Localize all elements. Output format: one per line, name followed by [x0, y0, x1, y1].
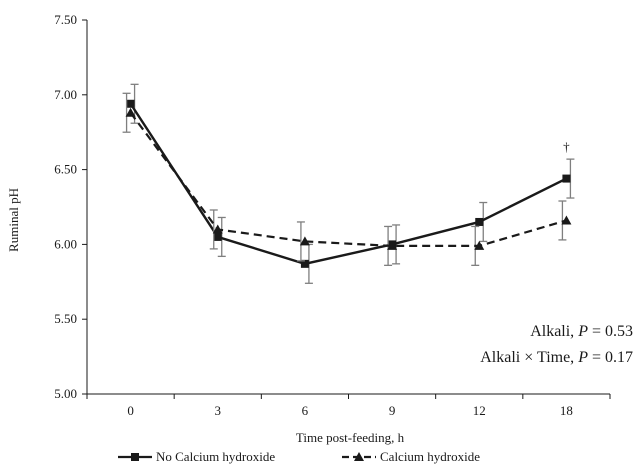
- error-bar: [122, 92, 131, 133]
- y-axis-label: Ruminal pH: [6, 188, 21, 252]
- stat-prefix: Alkali × Time,: [480, 349, 578, 366]
- x-axis-ticks: 0 3 6 9 12 18: [86, 394, 611, 418]
- stat-symbol: P: [577, 323, 588, 340]
- x-tick-label: 3: [215, 403, 222, 418]
- x-tick-label: 18: [560, 403, 573, 418]
- x-tick-label: 12: [473, 403, 486, 418]
- data-point: [299, 236, 310, 246]
- data-point: [387, 240, 398, 250]
- series-1: [126, 83, 575, 284]
- data-point: [474, 240, 485, 250]
- x-axis-label: Time post-feeding, h: [296, 430, 405, 445]
- significance-marker: †: [563, 139, 570, 154]
- data-point: [475, 217, 484, 226]
- legend-marker: [354, 452, 364, 461]
- series-line: [129, 112, 567, 247]
- y-axis-ticks: 5.00 5.50 6.00 6.50 7.00 7.50: [54, 12, 87, 401]
- y-tick-label: 5.50: [54, 311, 77, 326]
- stat-symbol: P: [577, 349, 588, 366]
- legend-label: Calcium hydroxide: [380, 449, 480, 464]
- legend: No Calcium hydroxide Calcium hydroxide: [118, 449, 480, 464]
- data-point: [213, 232, 222, 241]
- stat-value: = 0.53: [588, 323, 633, 340]
- legend-item-2: Calcium hydroxide: [342, 449, 480, 464]
- y-tick-label: 7.00: [54, 87, 77, 102]
- annotations: Alkali, P = 0.53 Alkali × Time, P = 0.17: [480, 323, 633, 366]
- error-bar: [296, 221, 305, 262]
- x-tick-label: 0: [127, 403, 134, 418]
- series-2: [122, 92, 572, 266]
- data-point: [126, 99, 135, 108]
- stat-prefix: Alkali,: [530, 323, 578, 340]
- y-tick-label: 6.00: [54, 236, 77, 251]
- legend-label: No Calcium hydroxide: [156, 449, 275, 464]
- series-layer: †: [122, 83, 575, 284]
- stat-value: = 0.17: [588, 349, 633, 366]
- data-point: [212, 224, 223, 234]
- data-point: [125, 107, 136, 117]
- series-line: [129, 103, 567, 266]
- error-bar: [558, 200, 567, 241]
- data-point: [300, 259, 309, 268]
- y-tick-label: 5.00: [54, 386, 77, 401]
- data-point: [562, 174, 571, 183]
- y-tick-label: 6.50: [54, 162, 77, 177]
- stat-annotation: Alkali × Time, P = 0.17: [480, 349, 633, 366]
- x-tick-label: 6: [302, 403, 309, 418]
- data-point: [561, 215, 572, 225]
- stat-annotation: Alkali, P = 0.53: [530, 323, 633, 340]
- y-tick-label: 7.50: [54, 12, 77, 27]
- legend-marker: [131, 453, 139, 461]
- legend-item-1: No Calcium hydroxide: [118, 449, 275, 464]
- x-tick-label: 9: [389, 403, 396, 418]
- error-bar: [209, 209, 218, 250]
